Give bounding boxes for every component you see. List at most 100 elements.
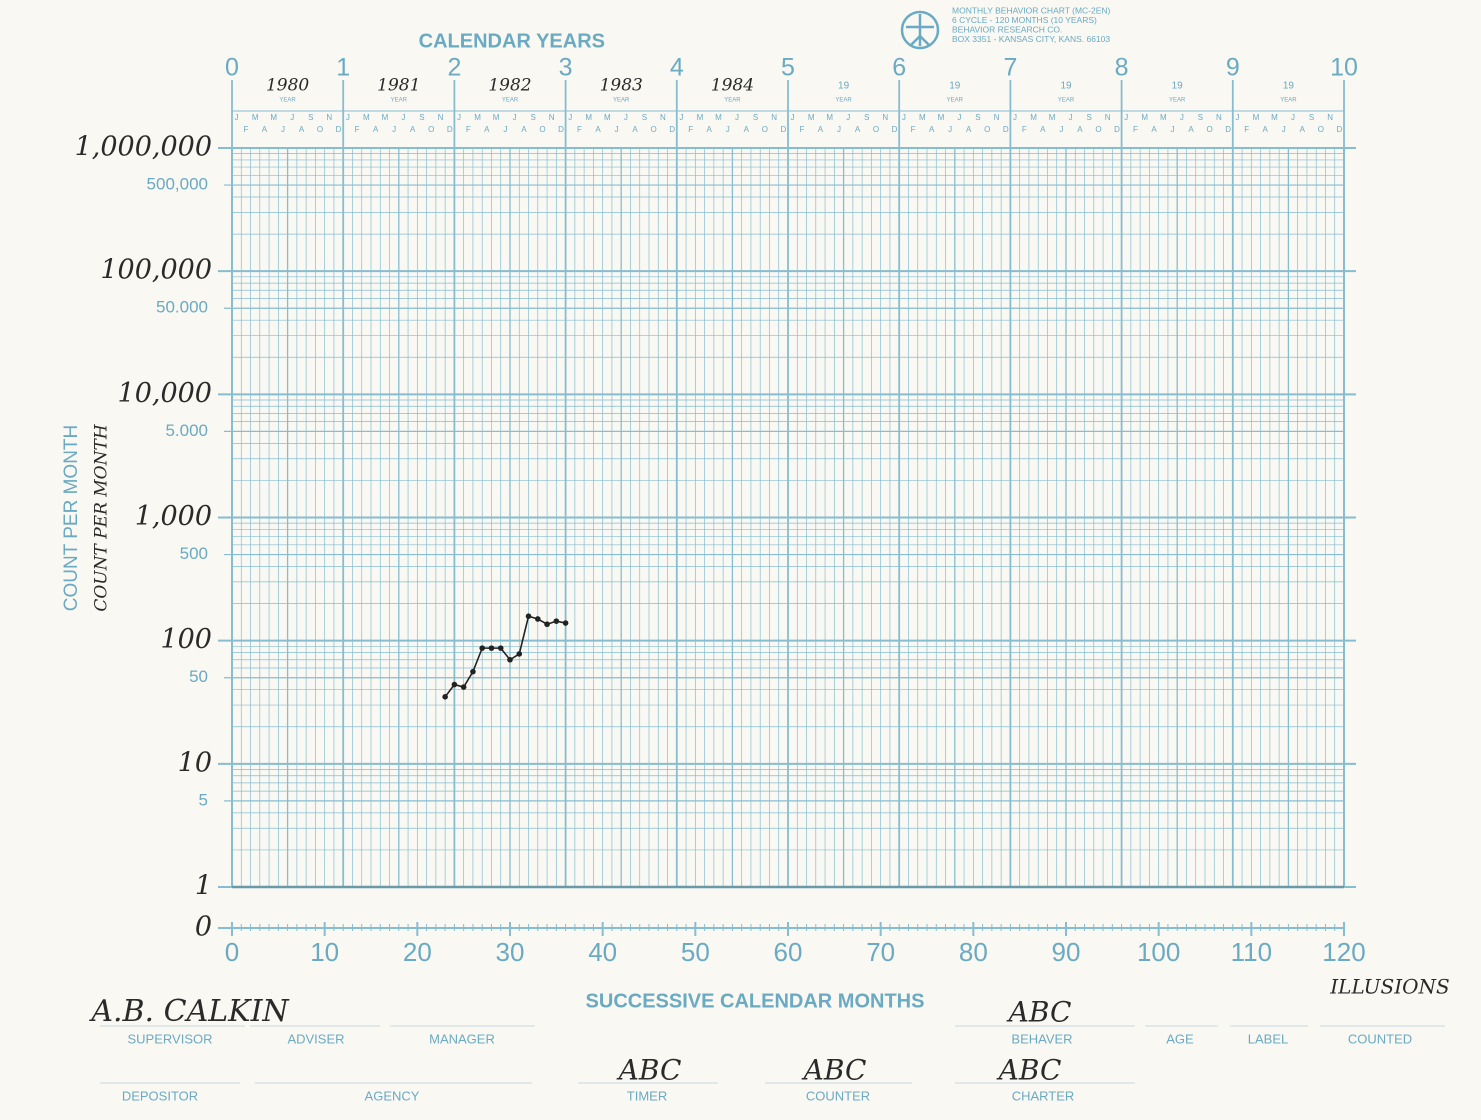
month-letter: S <box>530 113 535 122</box>
month-letter: M <box>382 113 389 122</box>
month-letter: A <box>262 125 268 134</box>
month-letter: J <box>1069 113 1073 122</box>
y-tick-label: 10 <box>178 747 212 778</box>
month-letter: S <box>1198 113 1203 122</box>
month-letter: N <box>994 113 1000 122</box>
month-letter: D <box>336 125 342 134</box>
x-tick-label: 110 <box>1231 937 1272 967</box>
month-letter: F <box>355 125 360 134</box>
field-label: AGE <box>1166 1031 1194 1046</box>
month-letter: J <box>290 113 294 122</box>
month-letter: D <box>892 125 898 134</box>
header-line: 6 CYCLE - 120 MONTHS (10 YEARS) <box>952 15 1097 25</box>
month-letter: O <box>984 125 990 134</box>
month-letter: M <box>1030 113 1037 122</box>
month-letter: O <box>1095 125 1101 134</box>
year-tick-label: 5 <box>781 54 795 82</box>
month-letter: J <box>1171 125 1175 134</box>
month-letter: N <box>882 113 888 122</box>
field-label: CHARTER <box>1012 1088 1075 1103</box>
month-letter: S <box>308 113 313 122</box>
data-point <box>516 651 523 657</box>
field-value: ABC <box>616 1054 682 1087</box>
month-letter: A <box>1188 125 1194 134</box>
field-value: ILLUSIONS <box>1329 975 1449 999</box>
header-line: BEHAVIOR RESEARCH CO. <box>952 24 1062 34</box>
year-tick-label: 0 <box>225 54 239 82</box>
month-letter: M <box>604 113 611 122</box>
month-letter: M <box>1253 113 1260 122</box>
field-value: A.B. CALKIN <box>88 994 290 1029</box>
y-tick-label: 1,000,000 <box>75 132 212 163</box>
month-letter: A <box>744 125 750 134</box>
month-letter: F <box>243 125 248 134</box>
data-point <box>553 618 560 624</box>
logo <box>900 10 940 50</box>
month-letter: D <box>447 125 453 134</box>
month-letter: J <box>568 113 572 122</box>
data-point <box>497 645 504 651</box>
chart-title: CALENDAR YEARS <box>419 30 605 52</box>
month-letter: S <box>753 113 758 122</box>
month-letter: J <box>1282 125 1286 134</box>
month-letter: J <box>624 113 628 122</box>
month-letter: A <box>1263 125 1269 134</box>
x-tick-label: 30 <box>496 937 525 967</box>
month-letter: A <box>299 125 305 134</box>
y-tick-label: 50.000 <box>156 298 208 317</box>
y-axis-title: COUNT PER MONTH <box>61 425 82 611</box>
month-letter: M <box>474 113 481 122</box>
x-tick-label: 10 <box>310 937 339 967</box>
y-tick-label: 10,000 <box>118 378 212 409</box>
month-letter: J <box>735 113 739 122</box>
month-letter: F <box>466 125 471 134</box>
month-letter: J <box>1235 113 1239 122</box>
data-point <box>479 645 486 651</box>
month-letter: J <box>1059 125 1063 134</box>
year-label: 19 <box>1060 81 1072 92</box>
year-label: 19 <box>949 81 961 92</box>
month-letter: O <box>651 125 657 134</box>
year-word: YEAR <box>724 98 741 104</box>
month-letter: O <box>873 125 879 134</box>
year-tick-label: 1 <box>336 54 350 82</box>
month-letter: J <box>346 113 350 122</box>
month-letter: J <box>948 125 952 134</box>
header-line: MONTHLY BEHAVIOR CHART (MC-2EN) <box>952 5 1111 15</box>
year-word: YEAR <box>1169 98 1186 104</box>
form: SUPERVISOR A.B. CALKIN ADVISER MANAGER BEHAV… <box>88 975 1449 1104</box>
month-letter: F <box>1133 125 1138 134</box>
header-line: BOX 3351 - KANSAS CITY, KANS. 66103 <box>952 34 1110 44</box>
year-word: YEAR <box>391 98 408 104</box>
month-letter: O <box>1318 125 1324 134</box>
data-point <box>460 684 467 690</box>
data-point <box>544 621 550 628</box>
month-letter: M <box>715 113 722 122</box>
year-label: 19 <box>838 81 850 92</box>
x-tick-label: 100 <box>1137 937 1180 967</box>
y-tick-label: 1 <box>195 871 212 902</box>
year-label: 19 <box>1172 81 1184 92</box>
y-tick-label: 100 <box>160 624 212 655</box>
month-letter: J <box>457 113 461 122</box>
data-point <box>442 694 448 700</box>
year-label: 1982 <box>488 76 531 96</box>
month-letter: A <box>966 125 972 134</box>
data <box>442 613 569 700</box>
month-letter: M <box>938 113 945 122</box>
month-letter: S <box>1309 113 1314 122</box>
month-letter: A <box>1077 125 1083 134</box>
data-point <box>451 681 458 688</box>
month-letter: J <box>837 125 841 134</box>
month-letter: A <box>1151 125 1157 134</box>
month-letter: M <box>1049 113 1056 122</box>
month-letter: A <box>707 125 713 134</box>
field-label: AGENCY <box>365 1088 420 1103</box>
month-letter: D <box>780 125 786 134</box>
year-tick-label: 8 <box>1115 54 1129 82</box>
month-letter: J <box>1180 113 1184 122</box>
x-tick-label: 50 <box>681 937 710 967</box>
month-letter: F <box>1244 125 1249 134</box>
month-letter: M <box>1160 113 1167 122</box>
